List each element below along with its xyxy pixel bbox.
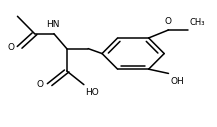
Text: HO: HO bbox=[85, 88, 99, 97]
Text: O: O bbox=[165, 17, 172, 26]
Text: O: O bbox=[36, 80, 43, 89]
Text: O: O bbox=[8, 43, 15, 52]
Text: HN: HN bbox=[46, 20, 59, 29]
Text: CH₃: CH₃ bbox=[190, 18, 205, 27]
Text: OH: OH bbox=[171, 77, 184, 86]
